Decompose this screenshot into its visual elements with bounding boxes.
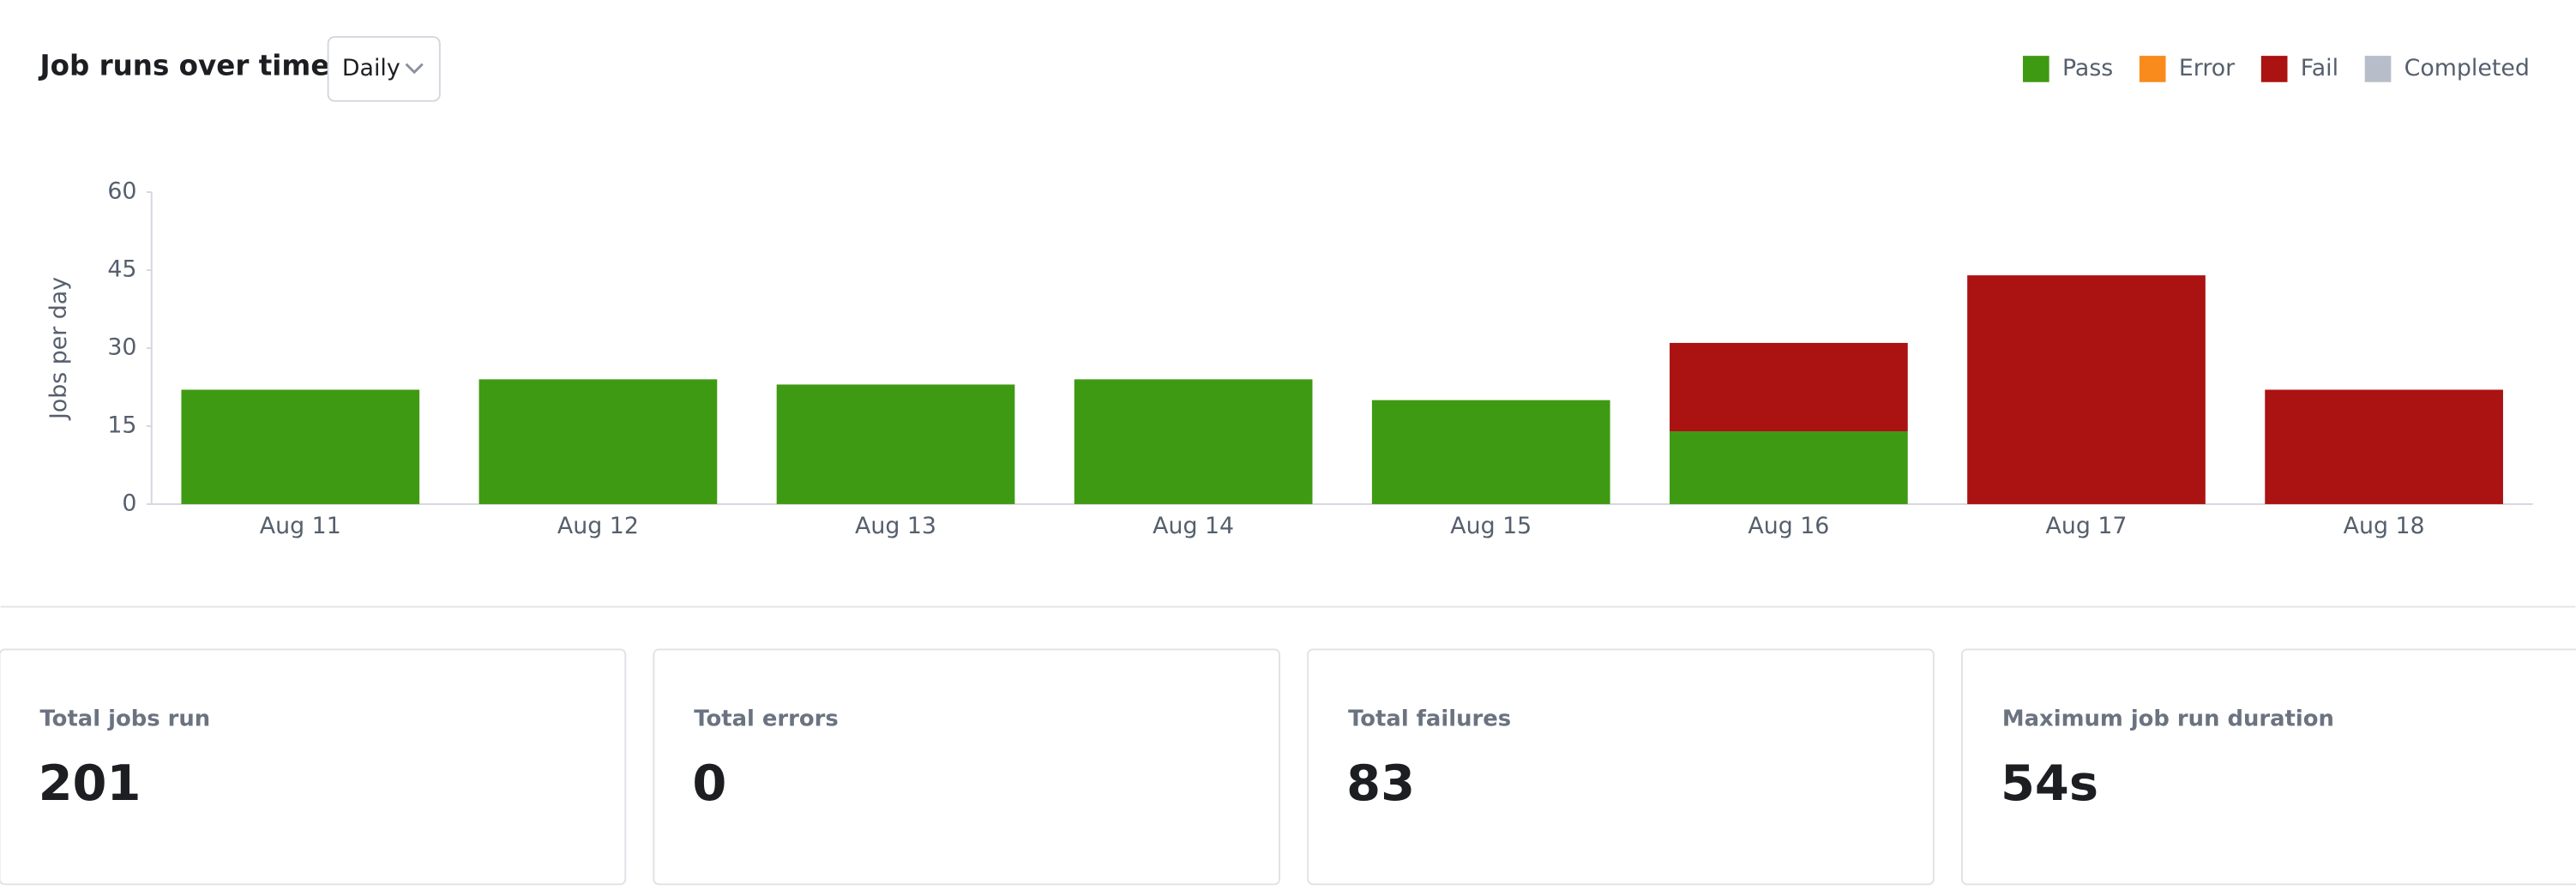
dropdown-value[interactable]: Daily bbox=[342, 55, 400, 81]
x-tick-label: Aug 15 bbox=[1450, 513, 1532, 539]
legend-label: Completed bbox=[2404, 55, 2530, 81]
bar-segment bbox=[776, 384, 1015, 504]
x-tick-label: Aug 18 bbox=[2344, 513, 2425, 539]
stat-card bbox=[0, 648, 627, 886]
bar-segment bbox=[1670, 342, 1908, 432]
stat-card bbox=[653, 648, 1280, 886]
x-tick-label: Aug 13 bbox=[855, 513, 936, 539]
legend-swatch bbox=[2022, 56, 2049, 82]
stat-value: 201 bbox=[39, 755, 141, 812]
dropdown-box[interactable] bbox=[327, 36, 441, 102]
stat-card bbox=[1307, 648, 1935, 886]
bar-segment bbox=[2265, 389, 2503, 504]
stat-label: Total errors bbox=[694, 706, 839, 731]
chart-title: Job runs over time bbox=[39, 50, 330, 82]
x-tick-label: Aug 16 bbox=[1748, 513, 1829, 539]
bar-segment bbox=[1074, 379, 1313, 504]
stat-value: 83 bbox=[1346, 755, 1415, 812]
x-tick-label: Aug 12 bbox=[557, 513, 639, 539]
y-tick-label: 15 bbox=[107, 412, 136, 438]
legend-label: Error bbox=[2179, 55, 2236, 81]
stat-label: Maximum job run duration bbox=[2002, 706, 2334, 731]
legend-swatch bbox=[2139, 56, 2166, 82]
y-tick-label: 60 bbox=[107, 178, 136, 205]
dropdown-chevron[interactable] bbox=[405, 63, 424, 75]
legend-swatch bbox=[2364, 56, 2392, 82]
stat-cards: Total jobs run 201 Total errors 0 Total fail… bbox=[0, 648, 2576, 886]
bar-segment bbox=[1670, 431, 1908, 504]
legend-label: Pass bbox=[2062, 55, 2113, 81]
y-axis-label: Jobs per day bbox=[45, 277, 72, 421]
bar-segment bbox=[478, 379, 718, 504]
stat-card bbox=[1961, 648, 2576, 886]
stat-label: Total jobs run bbox=[40, 706, 211, 731]
stat-value: 54s bbox=[2001, 755, 2098, 812]
stat-label: Total failures bbox=[1348, 706, 1511, 731]
y-tick-label: 30 bbox=[107, 334, 136, 361]
legend-label: Fail bbox=[2301, 55, 2338, 81]
stat-value: 0 bbox=[692, 755, 726, 812]
x-tick-label: Aug 11 bbox=[260, 513, 341, 539]
bar-segment bbox=[1371, 400, 1610, 504]
period-dropdown[interactable]: Daily bbox=[327, 36, 441, 102]
legend-swatch bbox=[2260, 56, 2288, 82]
bar-segment bbox=[1967, 275, 2206, 504]
x-tick-label: Aug 17 bbox=[2046, 513, 2128, 539]
y-tick-label: 0 bbox=[122, 490, 136, 516]
x-tick-label: Aug 14 bbox=[1153, 513, 1234, 539]
bar-segment bbox=[181, 389, 420, 504]
y-tick-label: 45 bbox=[107, 256, 136, 283]
